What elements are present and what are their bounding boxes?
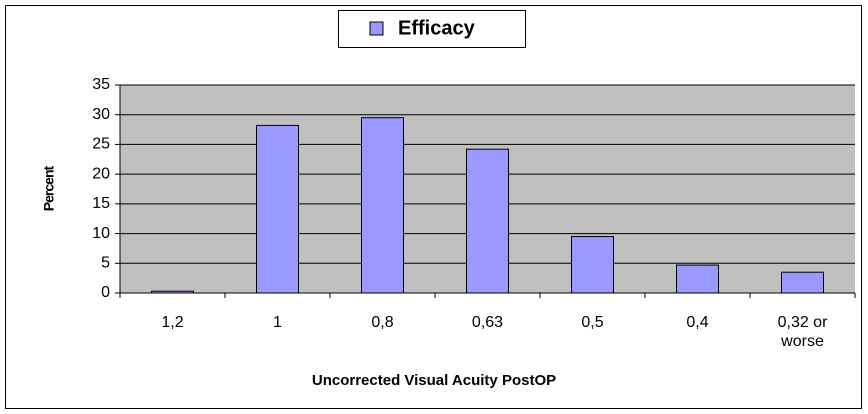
x-axis-title: Uncorrected Visual Acuity PostOP [312,372,556,389]
y-tick-label: 10 [92,225,110,242]
x-tick-label: 1 [273,314,282,331]
legend-swatch [369,21,384,36]
y-tick-label: 35 [92,76,110,93]
y-tick-label: 15 [92,195,110,212]
y-axis-title: Percent [41,165,57,211]
y-tick-label: 0 [101,284,110,301]
x-tick-label: 0,4 [686,314,709,331]
bar [361,117,404,294]
bar [781,271,824,294]
bar [571,236,614,294]
y-tick-label: 20 [92,165,110,182]
x-tick-label: 0,8 [371,314,394,331]
bar [676,264,719,294]
x-tick-label: 0,32 or worse [777,314,828,350]
bar [256,124,299,294]
y-tick-label: 30 [92,106,110,123]
x-tick-label: 0,63 [471,314,504,331]
bar [466,148,509,294]
legend-label: Efficacy [398,17,476,39]
x-tick-label: 0,5 [581,314,604,331]
x-tick-label: 1,2 [161,314,184,331]
y-tick-label: 25 [92,136,110,153]
y-tick-label: 5 [101,255,110,272]
